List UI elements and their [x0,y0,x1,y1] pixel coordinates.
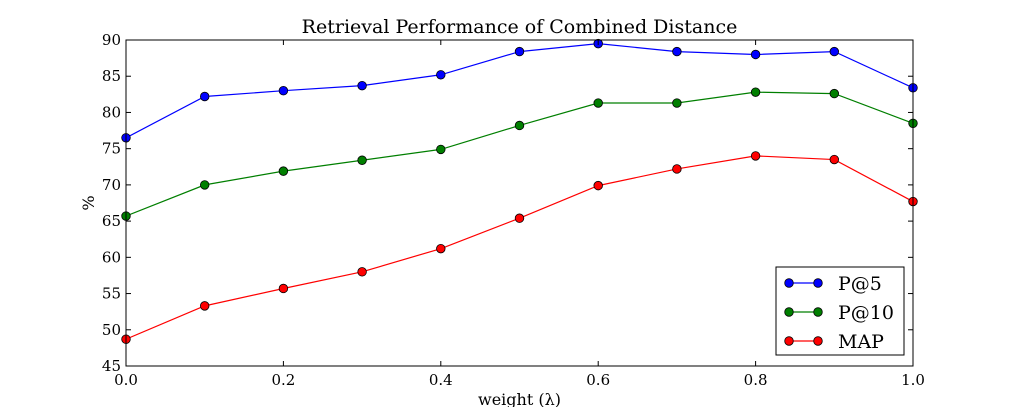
data-point-p-5 [199,91,210,102]
y-tick-label: 50 [102,321,121,339]
legend-marker-map [784,336,794,346]
data-point-p-5 [829,46,840,57]
y-tick-label: 65 [102,212,121,230]
data-point-p-5 [357,80,367,91]
data-point-p-10 [278,166,289,176]
data-point-map [672,164,682,174]
y-tick-label: 80 [102,103,121,121]
y-tick-label: 60 [102,248,121,266]
y-tick-label: 75 [102,140,121,158]
series-map [121,151,918,344]
y-tick-label: 55 [102,285,121,303]
legend-marker-p-5 [784,278,794,288]
legend-label-p-5: P@5 [838,273,882,295]
legend: P@5 P@10 MAP [775,266,905,356]
data-point-map [278,283,289,294]
y-tick-label: 70 [102,176,121,194]
x-tick-label: 0.2 [271,371,295,389]
data-point-map [357,267,367,277]
series-line-p-10 [125,91,914,217]
legend-label-map: MAP [838,331,884,353]
data-point-p-10 [829,88,840,99]
data-point-p-5 [278,86,289,96]
legend-label-p-10: P@10 [838,302,894,324]
data-point-p-10 [750,87,761,97]
data-point-map [199,301,210,311]
data-point-map [436,243,446,254]
legend-marker-map [813,336,823,346]
y-tick-label: 85 [102,67,121,85]
data-point-p-10 [672,98,682,108]
data-point-p-5 [436,70,446,80]
y-tick-label: 90 [102,31,121,49]
data-point-p-10 [436,144,446,155]
series-p-10 [121,87,918,221]
x-tick-label: 0.4 [429,371,453,389]
data-point-map [593,180,603,191]
data-point-map [750,151,761,161]
data-point-p-10 [593,98,603,108]
legend-marker-p-10 [813,307,823,317]
y-axis-label: % [79,195,98,210]
legend-marker-p-5 [813,278,823,288]
y-tick-label: 45 [102,357,121,375]
data-point-p-5 [672,46,682,57]
data-point-p-10 [514,120,525,131]
legend-marker-p-10 [784,307,794,317]
data-point-p-10 [357,155,367,165]
plot-frame [125,39,914,367]
data-point-map [829,154,840,165]
legend-box [775,266,905,356]
series-p-5 [121,38,918,143]
x-axis-label: weight (λ) [478,390,561,407]
data-point-p-5 [750,49,761,60]
x-tick-label: 0.8 [744,371,768,389]
chart-title: Retrieval Performance of Combined Distan… [302,16,738,38]
data-point-p-10 [199,180,210,190]
data-point-p-5 [514,46,525,57]
data-point-map [514,213,525,223]
x-tick-label: 1.0 [901,371,925,389]
x-tick-label: 0.6 [586,371,610,389]
x-tick-label: 0.0 [114,371,138,389]
